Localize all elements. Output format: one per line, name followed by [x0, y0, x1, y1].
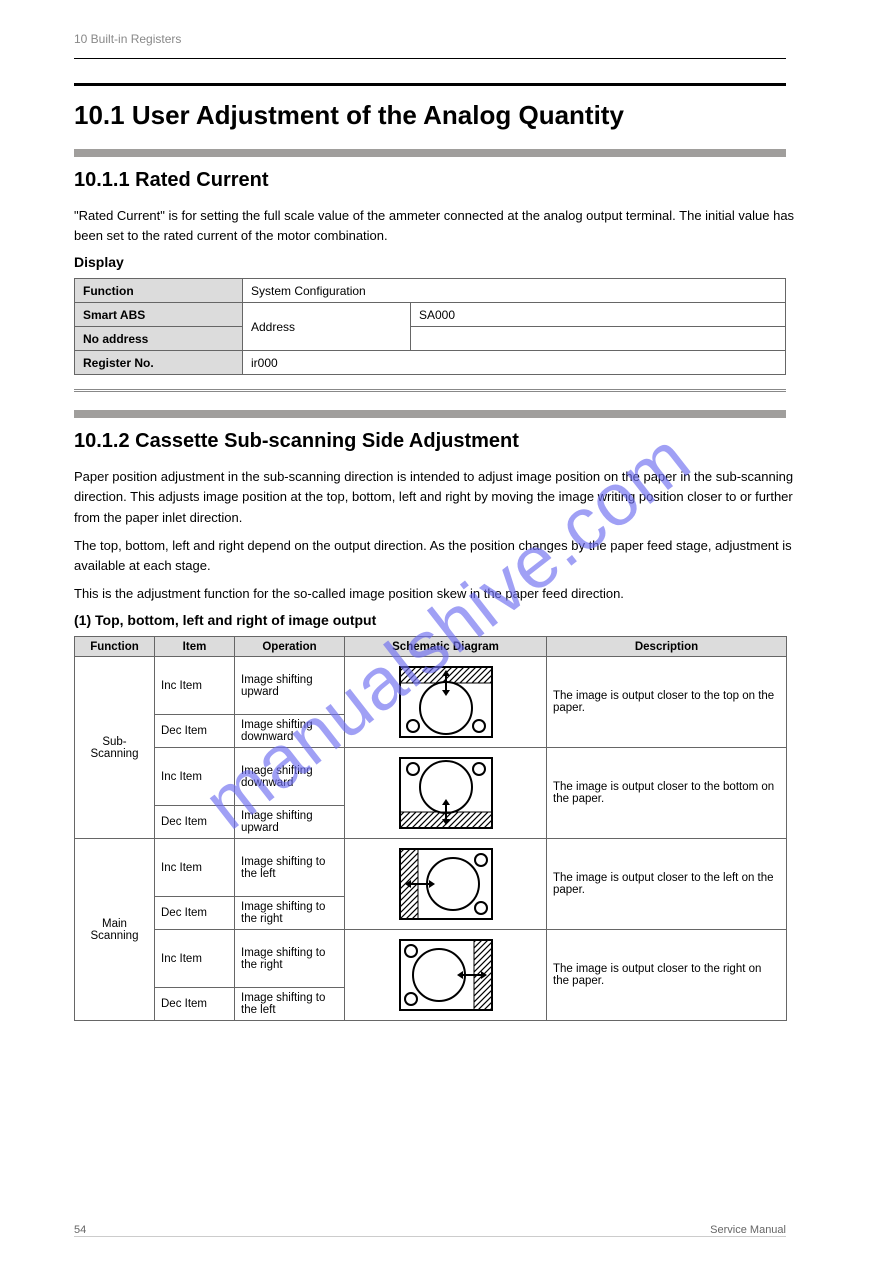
- diagram-bottom-icon: [399, 751, 493, 835]
- cell-address-value: SA000: [411, 303, 786, 327]
- diagram-top-icon: [399, 660, 493, 744]
- table-row: Sub-Scanning Inc Item Image shifting upw…: [75, 657, 787, 715]
- cell-function-value: System Configuration: [243, 279, 786, 303]
- adjustment-table: Function Item Operation Schematic Diagra…: [74, 636, 787, 1021]
- cell-noaddr-value: [411, 327, 786, 351]
- double-rule: [74, 389, 786, 392]
- cell-item: Dec Item: [155, 806, 235, 839]
- table-header-row: Function Item Operation Schematic Diagra…: [75, 637, 787, 657]
- cell-item: Inc Item: [155, 930, 235, 988]
- cell-desc: The image is output closer to the left o…: [547, 839, 787, 930]
- section2-sub: (1) Top, bottom, left and right of image…: [74, 612, 819, 628]
- footer-rule: [74, 1236, 786, 1237]
- cell-abs-label: Smart ABS: [75, 303, 243, 327]
- table-row: Function System Configuration: [75, 279, 786, 303]
- top-rule: [74, 58, 786, 59]
- section1-p1: "Rated Current" is for setting the full …: [74, 206, 819, 246]
- cell-item: Dec Item: [155, 897, 235, 930]
- th-diagram: Schematic Diagram: [345, 637, 547, 657]
- cell-item: Inc Item: [155, 839, 235, 897]
- cell-op: Image shifting downward: [235, 748, 345, 806]
- table-row: Inc Item Image shifting to the right: [75, 930, 787, 988]
- cell-op: Image shifting to the right: [235, 897, 345, 930]
- cell-function-label: Function: [75, 279, 243, 303]
- section-bar-2: [74, 410, 786, 418]
- th-item: Item: [155, 637, 235, 657]
- section1-title: 10.1.1 Rated Current: [74, 169, 819, 192]
- diagram-left-icon: [399, 842, 493, 926]
- cell-op: Image shifting to the right: [235, 930, 345, 988]
- section2-title: 10.1.2 Cassette Sub-scanning Side Adjust…: [74, 430, 819, 453]
- chapter-rule: [74, 83, 786, 86]
- cell-diagram-right: [345, 930, 547, 1021]
- cell-fn-subscanning: Sub-Scanning: [75, 657, 155, 839]
- cell-desc: The image is output closer to the top on…: [547, 657, 787, 748]
- cell-register-label: Register No.: [75, 351, 243, 375]
- cell-address-label: Address: [243, 303, 411, 351]
- cell-desc: The image is output closer to the bottom…: [547, 748, 787, 839]
- footer-title: Service Manual: [710, 1224, 786, 1236]
- chapter-title: 10.1 User Adjustment of the Analog Quant…: [74, 100, 819, 131]
- cell-item: Inc Item: [155, 748, 235, 806]
- page-number: 54: [74, 1224, 86, 1236]
- cell-diagram-left: [345, 839, 547, 930]
- cell-noaddr-label: No address: [75, 327, 243, 351]
- cell-op: Image shifting downward: [235, 715, 345, 748]
- section2-p2: The top, bottom, left and right depend o…: [74, 536, 819, 576]
- cell-register-value: ir000: [243, 351, 786, 375]
- cell-op: Image shifting upward: [235, 806, 345, 839]
- table-row: No address: [75, 327, 786, 351]
- cell-diagram-top: [345, 657, 547, 748]
- cell-op: Image shifting upward: [235, 657, 345, 715]
- section1-display: Display: [74, 254, 819, 270]
- cell-fn-mainscanning: Main Scanning: [75, 839, 155, 1021]
- section2-p1: Paper position adjustment in the sub-sca…: [74, 467, 819, 527]
- diagram-right-icon: [399, 933, 493, 1017]
- section2-p3: This is the adjustment function for the …: [74, 584, 819, 604]
- th-operation: Operation: [235, 637, 345, 657]
- page-footer: 54 Service Manual: [74, 1224, 786, 1237]
- cell-op: Image shifting to the left: [235, 988, 345, 1021]
- cell-item: Dec Item: [155, 715, 235, 748]
- rated-current-table: Function System Configuration Smart ABS …: [74, 278, 786, 375]
- table-row: Main Scanning Inc Item Image shifting to…: [75, 839, 787, 897]
- table-row: Register No. ir000: [75, 351, 786, 375]
- cell-diagram-bottom: [345, 748, 547, 839]
- th-function: Function: [75, 637, 155, 657]
- cell-item: Inc Item: [155, 657, 235, 715]
- cell-op: Image shifting to the left: [235, 839, 345, 897]
- running-head: 10 Built-in Registers: [74, 32, 819, 52]
- table-row: Smart ABS Address SA000: [75, 303, 786, 327]
- cell-desc: The image is output closer to the right …: [547, 930, 787, 1021]
- section-bar-1: [74, 149, 786, 157]
- cell-item: Dec Item: [155, 988, 235, 1021]
- th-description: Description: [547, 637, 787, 657]
- table-row: Inc Item Image shifting downward: [75, 748, 787, 806]
